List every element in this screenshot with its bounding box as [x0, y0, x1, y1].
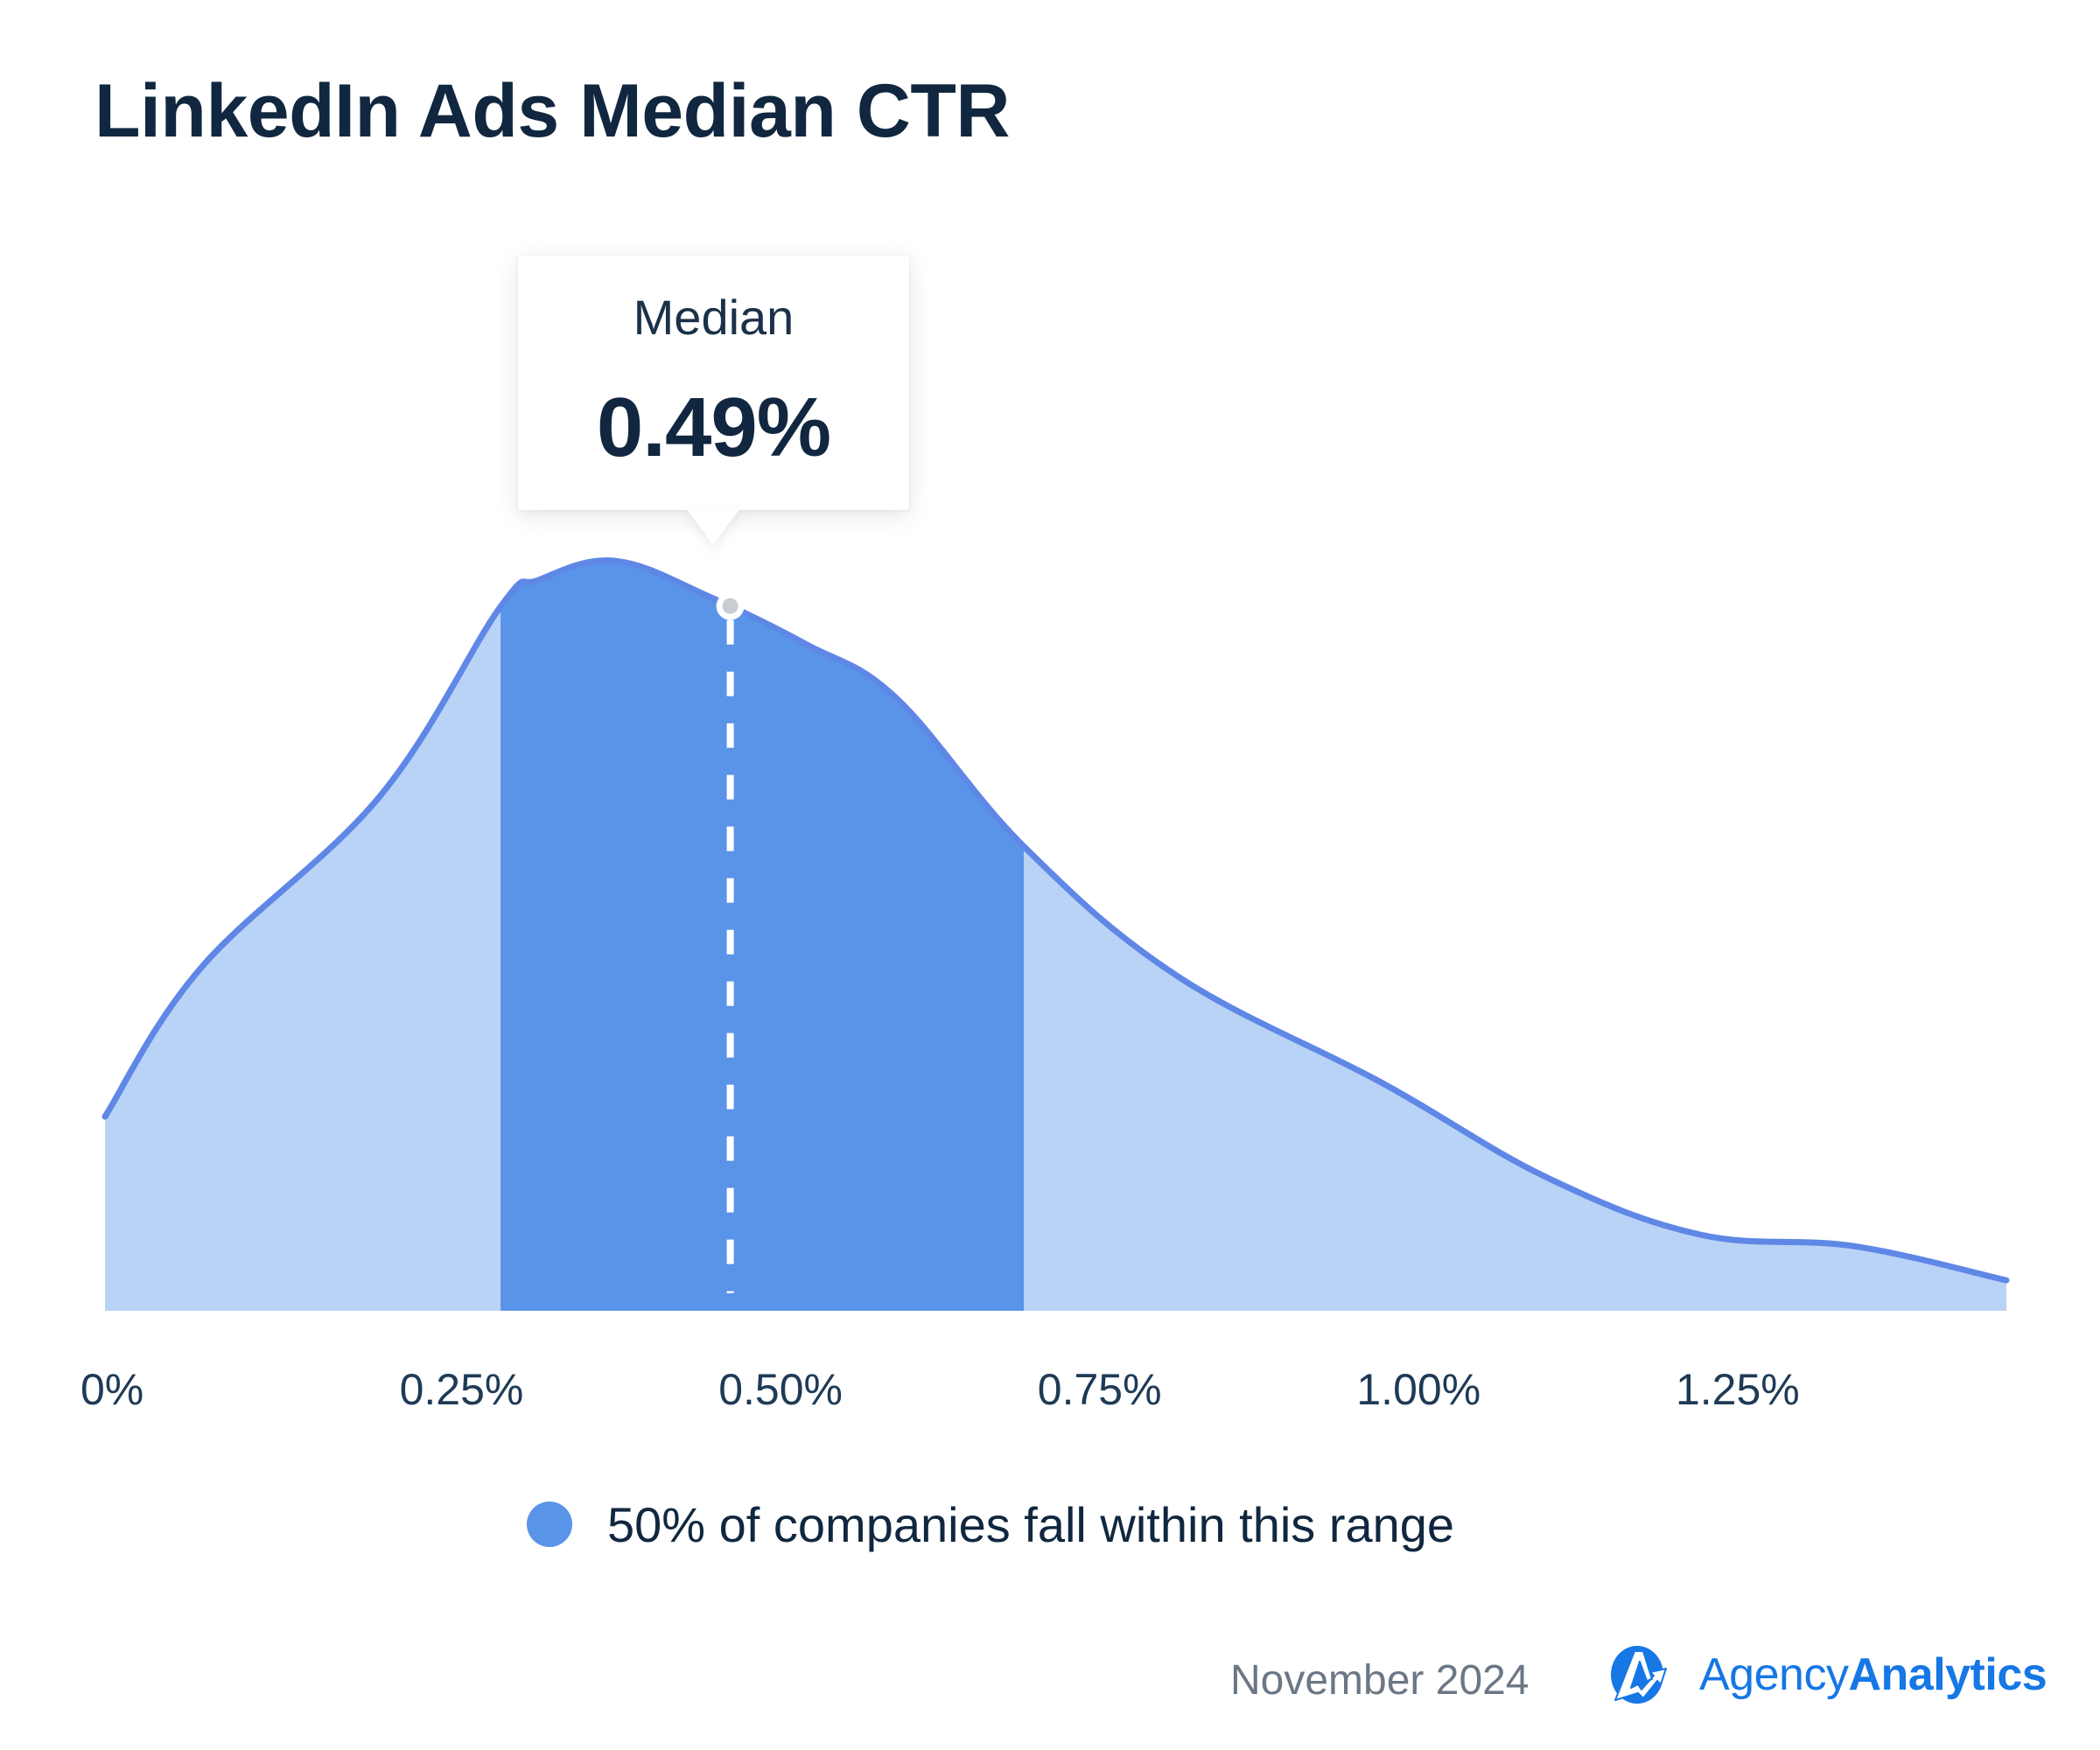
x-tick-label: 0.50% [718, 1365, 843, 1414]
tooltip-pointer [686, 508, 740, 545]
agencyanalytics-logo-icon [1611, 1646, 1667, 1704]
distribution-line [102, 557, 2010, 1284]
brand-name-light: Agency [1699, 1649, 1849, 1700]
x-axis-tick-labels: 0% 0.25% 0.50% 0.75% 1.00% 1.25% [80, 1365, 1800, 1414]
median-marker-center [722, 598, 738, 614]
x-tick-label: 0.25% [400, 1365, 524, 1414]
x-tick-label: 1.00% [1356, 1365, 1480, 1414]
median-tooltip-value: 0.49% [596, 381, 831, 474]
legend-label: 50% of companies fall within this range [607, 1496, 1455, 1552]
chart-title: LinkedIn Ads Median CTR [94, 69, 1011, 153]
distribution-area [105, 560, 2006, 1311]
x-tick-label: 0.75% [1038, 1365, 1162, 1414]
legend-swatch-icon [527, 1502, 572, 1547]
footer-date: November 2024 [1230, 1657, 1530, 1704]
interquartile-range-area [500, 560, 1025, 1311]
brand-name-bold: Analytics [1848, 1649, 2048, 1700]
x-tick-label: 0% [80, 1365, 144, 1414]
median-tooltip: Median 0.49% [518, 256, 909, 545]
median-tooltip-label: Median [633, 290, 794, 345]
legend: 50% of companies fall within this range [527, 1496, 1455, 1552]
brand-logo: AgencyAnalytics [1608, 1645, 2048, 1704]
x-tick-label: 1.25% [1676, 1365, 1800, 1414]
brand-name: AgencyAnalytics [1699, 1648, 2048, 1701]
